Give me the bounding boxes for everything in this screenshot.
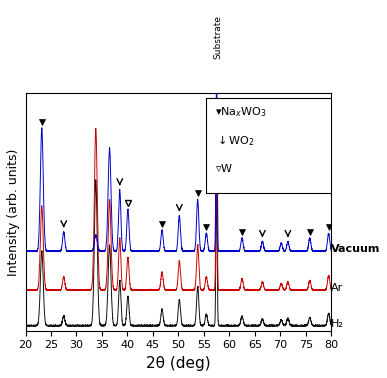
- FancyBboxPatch shape: [206, 98, 333, 193]
- Text: H₂: H₂: [330, 319, 344, 328]
- Y-axis label: Intensity (arb. units): Intensity (arb. units): [7, 148, 20, 276]
- Text: Substrate: Substrate: [214, 15, 223, 59]
- Text: Vacuum: Vacuum: [330, 244, 380, 254]
- Text: $\blacktriangledown$Na$_x$WO$_3$: $\blacktriangledown$Na$_x$WO$_3$: [215, 105, 267, 119]
- Text: $\triangledown$W: $\triangledown$W: [215, 162, 233, 174]
- Text: Ar: Ar: [330, 283, 343, 293]
- Text: $\downarrow$WO$_2$: $\downarrow$WO$_2$: [215, 134, 255, 149]
- X-axis label: 2θ (deg): 2θ (deg): [146, 356, 211, 371]
